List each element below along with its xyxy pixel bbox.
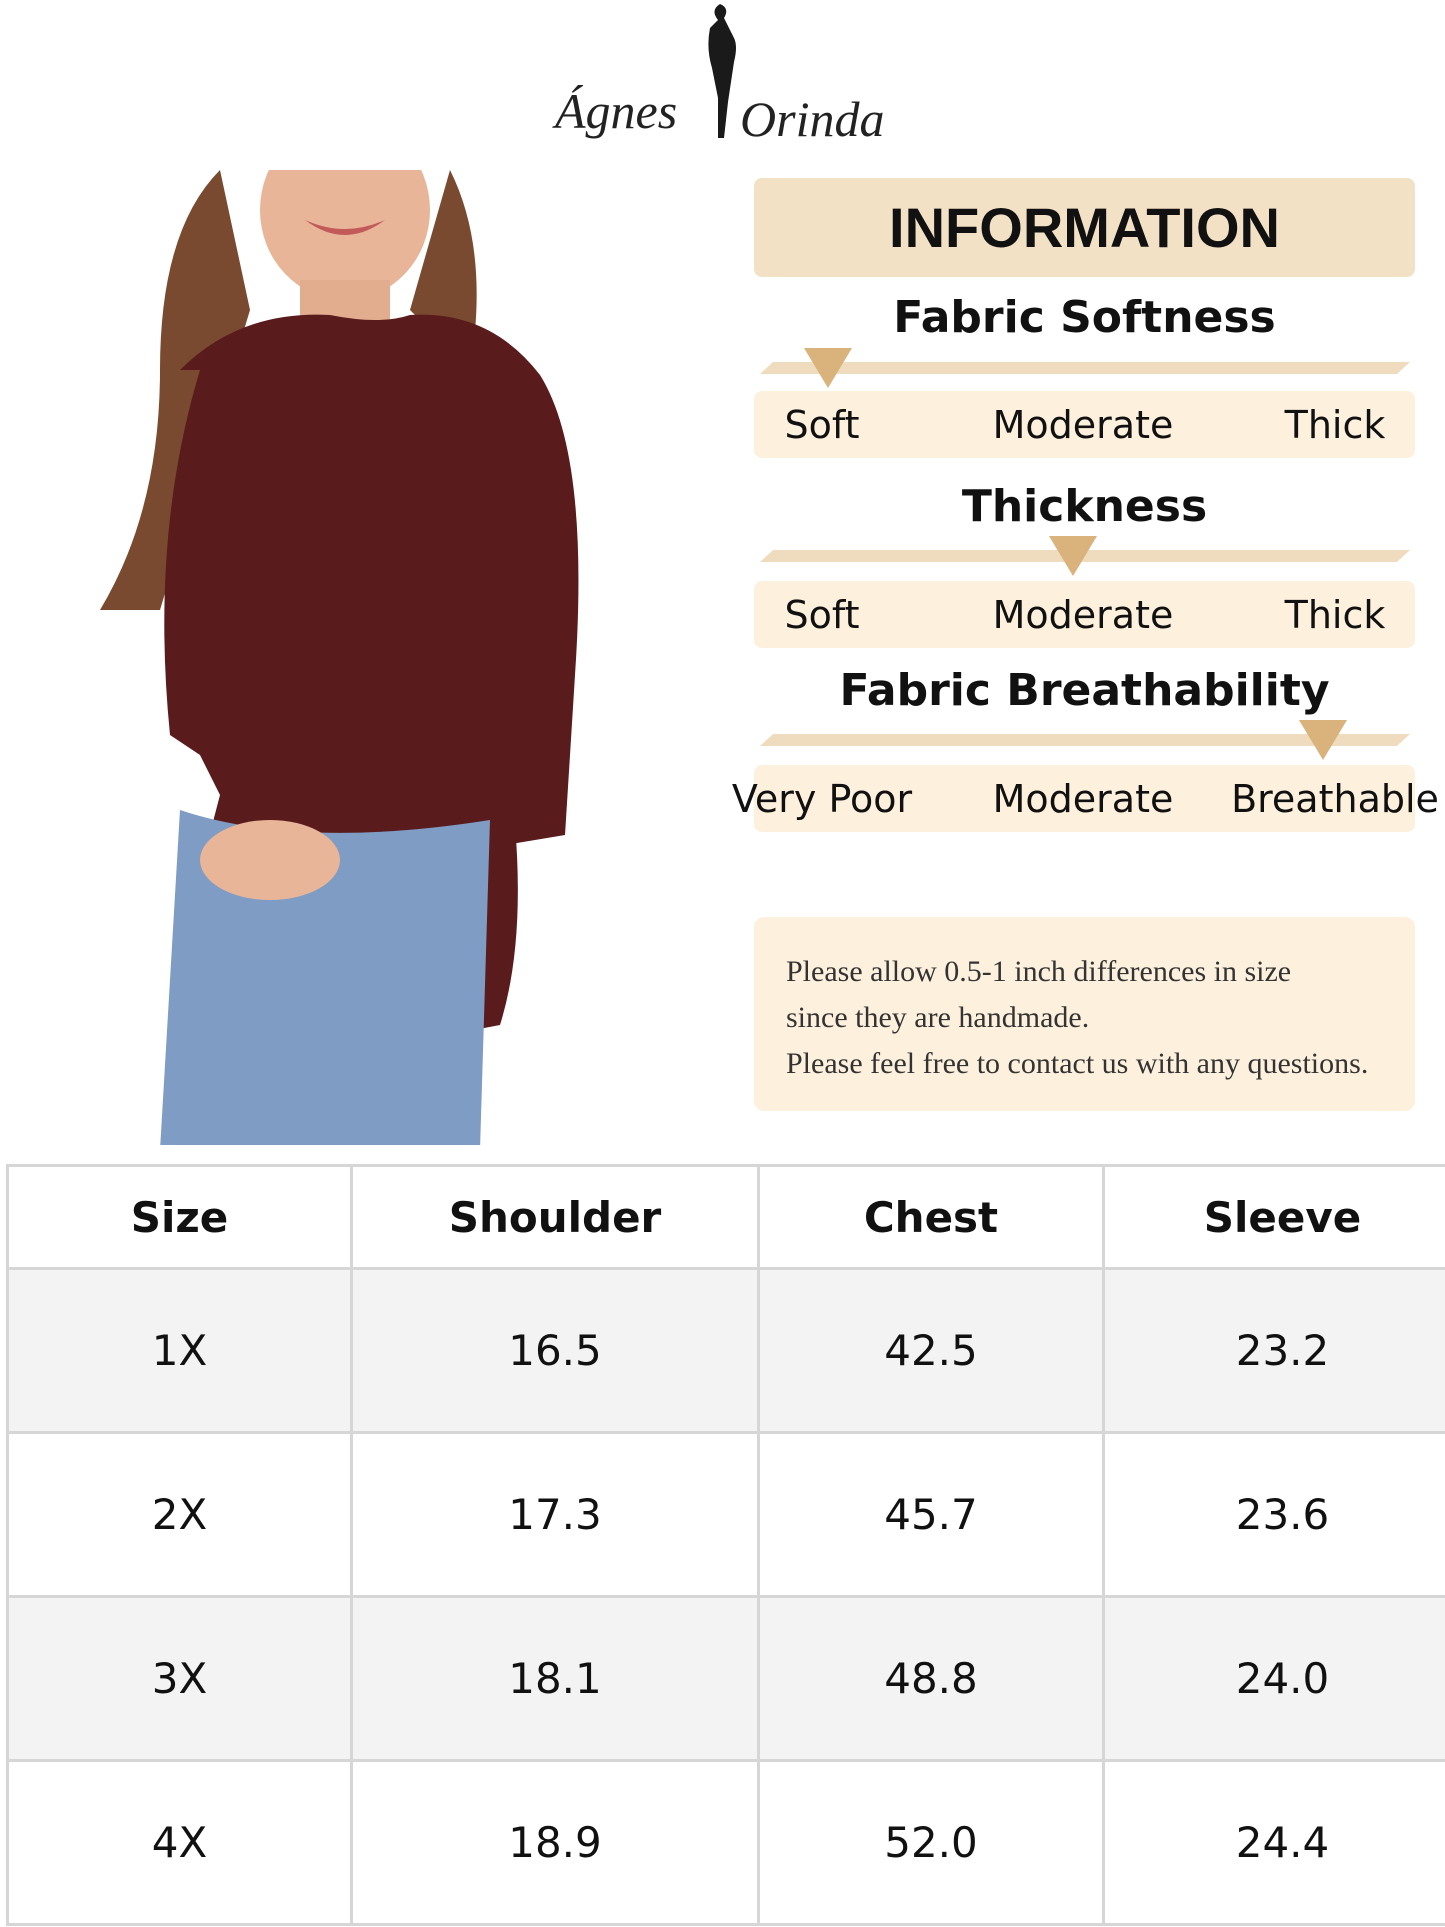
metric-track: [760, 734, 1410, 746]
table-row: 2X 17.3 45.7 23.6: [6, 1431, 1445, 1598]
metric-labels: Soft Moderate Thick: [754, 581, 1415, 648]
metric-label: Thick: [1284, 403, 1386, 447]
metric-track: [760, 362, 1410, 374]
table-cell: 48.8: [757, 1595, 1105, 1762]
table-cell: 1X: [6, 1267, 353, 1434]
metric-title: Fabric Softness: [893, 292, 1276, 343]
table-cell: 23.6: [1102, 1431, 1445, 1598]
table-row: 1X 16.5 42.5 23.2: [6, 1267, 1445, 1434]
table-cell: 17.3: [350, 1431, 760, 1598]
table-cell: 18.1: [350, 1595, 760, 1762]
note-line: since they are handmade.: [786, 1001, 1090, 1034]
product-photo: [100, 170, 579, 1145]
table-cell: 4X: [6, 1759, 353, 1926]
table-cell: 42.5: [757, 1267, 1105, 1434]
table-header: Size Shoulder Chest Sleeve: [6, 1164, 1445, 1270]
note-box: Please allow 0.5-1 inch differences in s…: [754, 917, 1415, 1111]
table-cell: 18.9: [350, 1759, 760, 1926]
info-title: INFORMATION: [754, 178, 1415, 277]
table-cell: 24.4: [1102, 1759, 1445, 1926]
table-row: 3X 18.1 48.8 24.0: [6, 1595, 1445, 1762]
table-cell: 23.2: [1102, 1267, 1445, 1434]
indicator: [804, 348, 852, 388]
size-table: Size Shoulder Chest Sleeve 1X 16.5 42.5 23.2 2X…: [6, 1164, 1445, 1926]
metric-label: Very Poor: [731, 777, 913, 821]
table-cell: 52.0: [757, 1759, 1105, 1926]
indicator: [1049, 536, 1097, 576]
table-cell: 2X: [6, 1431, 353, 1598]
header-cell: Chest: [757, 1164, 1105, 1270]
metric-labels: Very Poor Moderate Breathable: [732, 765, 1439, 832]
note-line: Please feel free to contact us with any …: [786, 1047, 1369, 1080]
header-cell: Size: [6, 1164, 353, 1270]
metric-label: Moderate: [992, 593, 1174, 637]
metric-title: Fabric Breathability: [839, 665, 1330, 716]
metric-label: Thick: [1284, 593, 1386, 637]
table-cell: 16.5: [350, 1267, 760, 1434]
metric-labels: Soft Moderate Thick: [754, 391, 1415, 458]
metric-label: Soft: [784, 403, 860, 447]
metric-title: Thickness: [961, 481, 1208, 532]
metric-label: Moderate: [992, 403, 1174, 447]
note-line: Please allow 0.5-1 inch differences in s…: [786, 955, 1292, 988]
metric-label: Soft: [784, 593, 860, 637]
logo: [708, 4, 736, 138]
metric-label: Breathable: [1231, 777, 1439, 821]
table-row: 4X 18.9 52.0 24.4: [6, 1759, 1445, 1926]
table-cell: 45.7: [757, 1431, 1105, 1598]
header-cell: Shoulder: [350, 1164, 760, 1270]
indicator: [1299, 720, 1347, 760]
brand-left: Ágnes: [555, 83, 678, 139]
header-cell: Sleeve: [1102, 1164, 1445, 1270]
brand-right: Orinda: [740, 91, 885, 147]
table-cell: 24.0: [1102, 1595, 1445, 1762]
metric-label: Moderate: [992, 777, 1174, 821]
table-cell: 3X: [6, 1595, 353, 1762]
